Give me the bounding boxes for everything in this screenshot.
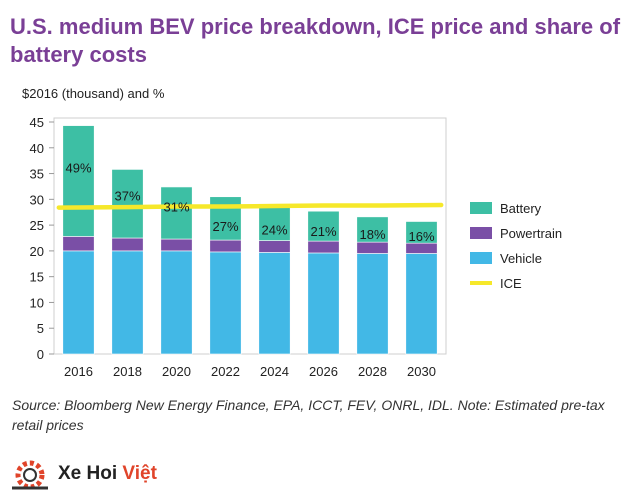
battery-share-label: 21% xyxy=(310,224,336,239)
bar-powertrain-2026 xyxy=(307,240,340,254)
site-logo[interactable]: Xe Hoi Việt xyxy=(8,458,208,492)
bar-vehicle-2018 xyxy=(111,250,144,355)
battery-share-label: 37% xyxy=(114,188,140,203)
chart-title: U.S. medium BEV price breakdown, ICE pri… xyxy=(10,14,621,67)
y-tick-label: 20 xyxy=(30,244,44,259)
legend-label-vehicle: Vehicle xyxy=(500,251,542,266)
y-tick-label: 30 xyxy=(30,192,44,207)
bar-battery-2016 xyxy=(62,125,95,237)
bar-vehicle-2030 xyxy=(405,253,438,355)
source-note: Source: Bloomberg New Energy Finance, EP… xyxy=(12,397,605,433)
bar-battery-2018 xyxy=(111,169,144,239)
battery-share-label: 31% xyxy=(163,200,189,215)
y-tick-label: 40 xyxy=(30,141,44,156)
bev-price-chart: 0 5 10 15 20 25 30 35 40 45 2016 2018 2020 2022 2024 20… xyxy=(30,115,563,379)
bar-vehicle-2020 xyxy=(160,250,193,355)
x-tick-label: 2028 xyxy=(358,364,387,379)
legend-swatch-vehicle xyxy=(470,252,492,264)
bar-vehicle-2024 xyxy=(258,252,291,355)
x-tick-label: 2030 xyxy=(407,364,436,379)
bar-vehicle-2026 xyxy=(307,252,340,355)
bar-powertrain-2020 xyxy=(160,238,193,252)
battery-share-label: 24% xyxy=(261,223,287,238)
y-tick-label: 0 xyxy=(37,347,44,362)
x-tick-label: 2026 xyxy=(309,364,338,379)
bar-powertrain-2028 xyxy=(356,241,389,254)
battery-share-label: 16% xyxy=(408,229,434,244)
bar-powertrain-2022 xyxy=(209,239,242,253)
y-tick-label: 15 xyxy=(30,270,44,285)
x-tick-label: 2020 xyxy=(162,364,191,379)
bar-battery-2022 xyxy=(209,196,242,241)
y-tick-label: 35 xyxy=(30,167,44,182)
bar-battery-2020 xyxy=(160,186,193,240)
bar-battery-2026 xyxy=(307,210,340,242)
logo-text-part1: Xe Hoi xyxy=(58,463,123,484)
x-tick-label: 2022 xyxy=(211,364,240,379)
car-wheel-icon xyxy=(12,460,48,490)
x-tick-label: 2024 xyxy=(260,364,289,379)
bar-battery-2024 xyxy=(258,207,291,241)
battery-share-label: 49% xyxy=(65,161,91,176)
battery-share-label: 27% xyxy=(212,219,238,234)
y-axis-unit-label: $2016 (thousand) and % xyxy=(22,86,165,101)
y-tick-label: 10 xyxy=(30,295,44,310)
legend-swatch-powertrain xyxy=(470,227,492,239)
bar-vehicle-2022 xyxy=(209,251,242,355)
bar-powertrain-2016 xyxy=(62,236,95,252)
bar-vehicle-2028 xyxy=(356,253,389,355)
x-tick-label: 2016 xyxy=(64,364,93,379)
bar-battery-2028 xyxy=(356,216,389,243)
logo-text-part2: Việt xyxy=(122,463,157,484)
y-tick-label: 25 xyxy=(30,218,44,233)
x-tick-label: 2018 xyxy=(113,364,142,379)
legend-label-powertrain: Powertrain xyxy=(500,226,562,241)
bar-powertrain-2030 xyxy=(405,242,438,254)
legend-swatch-battery xyxy=(470,202,492,214)
bar-battery-2030 xyxy=(405,221,438,244)
y-tick-label: 45 xyxy=(30,115,44,130)
bar-powertrain-2024 xyxy=(258,240,291,253)
legend-label-battery: Battery xyxy=(500,201,542,216)
bar-vehicle-2016 xyxy=(62,250,95,355)
bar-powertrain-2018 xyxy=(111,237,144,252)
logo-text: Xe Hoi Việt xyxy=(58,463,157,485)
y-tick-label: 5 xyxy=(37,321,44,336)
ice-line xyxy=(56,202,444,210)
legend-label-ice: ICE xyxy=(500,276,522,291)
battery-share-label: 18% xyxy=(359,227,385,242)
